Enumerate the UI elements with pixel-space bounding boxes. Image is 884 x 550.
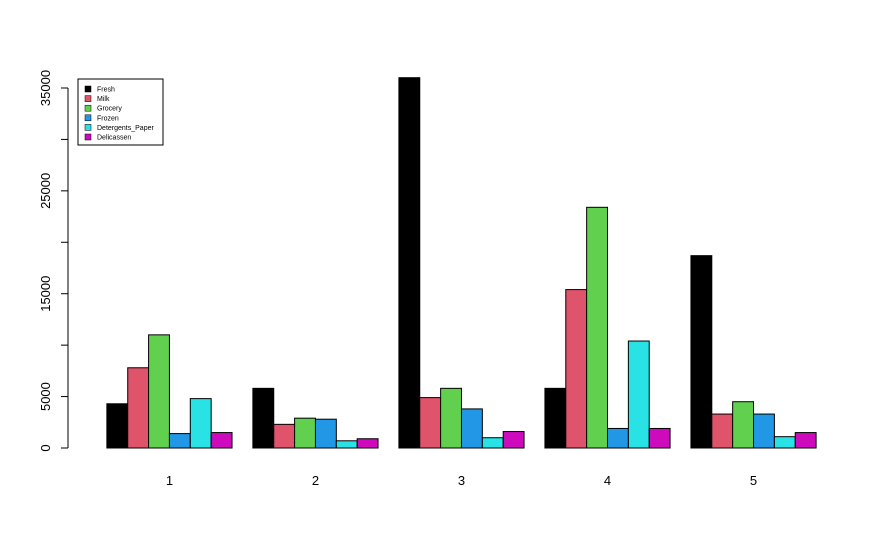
- bar: [210, 432, 233, 449]
- bar: [773, 436, 796, 449]
- legend-swatch: [84, 95, 92, 102]
- bar: [732, 401, 755, 449]
- bar: [481, 437, 504, 449]
- bar: [586, 206, 609, 449]
- y-tick-label: 5000: [38, 382, 53, 411]
- bar: [648, 427, 671, 449]
- bar: [398, 77, 421, 449]
- bar: [189, 398, 212, 449]
- legend-box: [77, 78, 164, 146]
- bar: [711, 413, 734, 449]
- bar: [502, 431, 525, 449]
- y-tick-label: 25000: [38, 173, 53, 209]
- x-tick-label: 5: [750, 473, 757, 488]
- bar: [356, 438, 379, 449]
- bar: [168, 433, 191, 449]
- bar: [460, 408, 483, 449]
- bar: [690, 255, 713, 449]
- y-tick-label: 0: [38, 444, 53, 451]
- bar: [794, 432, 817, 449]
- legend-label: Grocery: [97, 106, 122, 113]
- legend-swatch: [84, 124, 92, 131]
- bar: [627, 340, 650, 449]
- legend-swatch: [84, 85, 92, 93]
- legend-label: Frozen: [97, 115, 119, 122]
- x-tick-label: 2: [312, 473, 319, 488]
- bar: [106, 403, 129, 449]
- bar: [565, 289, 588, 449]
- x-tick-label: 4: [604, 473, 611, 488]
- legend-label: Detergents_Paper: [97, 125, 154, 132]
- legend-swatch: [84, 133, 92, 141]
- bar: [127, 367, 150, 449]
- x-tick-label: 1: [166, 473, 173, 488]
- bar: [148, 334, 170, 449]
- legend-label: Milk: [97, 96, 110, 103]
- y-tick-label: 35000: [38, 70, 53, 106]
- y-tick-label: 15000: [38, 276, 53, 312]
- bar: [294, 417, 316, 449]
- bar: [335, 440, 358, 449]
- bar: [607, 427, 629, 449]
- bar: [440, 387, 462, 449]
- bar: [419, 397, 442, 449]
- bar: [544, 387, 567, 449]
- x-tick-label: 3: [458, 473, 465, 488]
- legend-label: Fresh: [97, 87, 115, 94]
- bar: [273, 423, 296, 449]
- legend-swatch: [84, 104, 92, 112]
- legend-swatch: [84, 114, 92, 122]
- bar: [252, 387, 275, 449]
- bar: [753, 413, 775, 449]
- legend-label: Delicassen: [97, 135, 131, 142]
- bar: [314, 418, 337, 449]
